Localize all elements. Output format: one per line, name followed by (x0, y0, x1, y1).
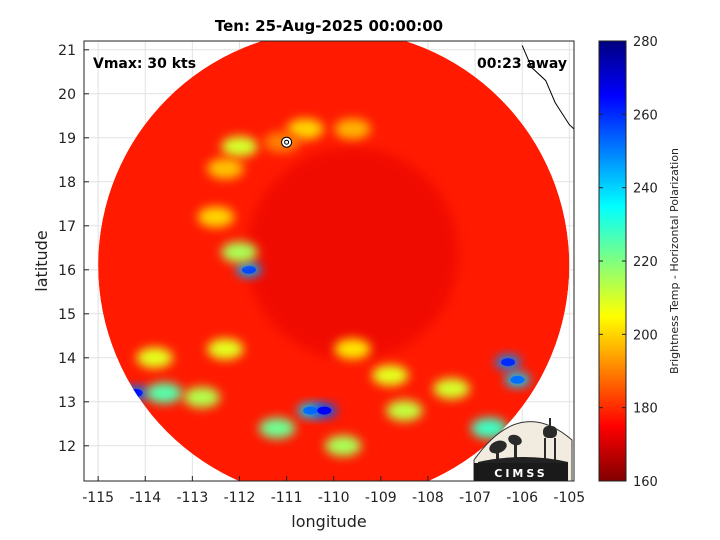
y-ticks: 12 13 14 15 16 17 18 19 20 21 (58, 43, 89, 455)
brightness-core (317, 406, 332, 415)
brightness-feature (145, 382, 183, 404)
x-tick-label: -107 (459, 490, 491, 506)
y-tick-label: 20 (58, 87, 76, 103)
y-axis-label: latitude (32, 230, 51, 291)
x-tick-label: -105 (553, 490, 585, 506)
brightness-feature (334, 338, 371, 360)
colorbar-tick-label: 280 (633, 35, 658, 50)
x-tick-label: -110 (318, 490, 350, 506)
brightness-feature (136, 347, 173, 369)
x-tick-label: -114 (129, 490, 161, 506)
x-tick-label: -109 (365, 490, 397, 506)
colorbar (598, 40, 627, 482)
x-tick-label: -115 (82, 490, 114, 506)
brightness-feature (221, 241, 258, 263)
plot-frame (83, 40, 575, 482)
y-tick-label: 13 (58, 395, 76, 411)
x-tick-label: -111 (271, 490, 303, 506)
brightness-feature (183, 387, 220, 408)
y-tick-label: 14 (58, 351, 76, 367)
colorbar-ticks: 160 180 200 220 240 260 280 (599, 35, 658, 490)
colorbar-tick-label: 220 (633, 255, 658, 270)
x-ticks: -115 -114 -113 -112 -111 -110 -109 -108 -107 -106… (82, 476, 585, 506)
x-tick-label: -106 (506, 490, 538, 506)
radar-dish-icon (489, 434, 522, 464)
x-tick-label: -112 (224, 490, 256, 506)
cimss-logo: CIMSS (473, 418, 573, 482)
y-tick-label: 17 (58, 219, 76, 235)
logo-text: CIMSS (494, 467, 547, 480)
chart-title: Ten: 25-Aug-2025 00:00:00 (215, 17, 443, 35)
brightness-feature (386, 400, 423, 421)
y-tick-label: 15 (58, 307, 76, 323)
water-tower-icon (543, 418, 557, 462)
brightness-feature (433, 378, 470, 399)
x-axis-label: longitude (291, 512, 366, 531)
y-tick-label: 18 (58, 175, 76, 191)
center-marker (281, 136, 293, 148)
time-away-annotation: 00:23 away (477, 56, 567, 72)
colorbar-label: Brightness Temp - Horizontal Polarizatio… (668, 148, 681, 374)
y-tick-label: 19 (58, 131, 76, 147)
brightness-feature (287, 118, 324, 140)
swath (98, 41, 570, 481)
brightness-core (241, 265, 256, 274)
colorbar-tick-label: 180 (633, 402, 658, 417)
brightness-core (501, 358, 516, 367)
colorbar-tick-label: 160 (633, 475, 658, 490)
brightness-feature (334, 118, 371, 140)
brightness-feature (372, 365, 409, 386)
coastline (521, 45, 574, 130)
swath-core (246, 147, 459, 360)
y-tick-label: 16 (58, 263, 76, 279)
y-tick-label: 12 (58, 439, 76, 455)
brightness-feature (221, 136, 258, 158)
brightness-core (510, 375, 525, 384)
y-tick-label: 21 (58, 43, 76, 59)
brightness-feature (207, 158, 244, 180)
brightness-feature (258, 417, 296, 439)
storm-center-dot (284, 139, 290, 145)
brightness-feature (197, 206, 235, 228)
colorbar-tick-label: 240 (633, 182, 658, 197)
colorbar-tick-label: 260 (633, 108, 658, 123)
colorbar-tick-label: 200 (633, 328, 658, 343)
brightness-feature (207, 338, 244, 360)
storm-center-marker (281, 136, 293, 148)
vmax-annotation: Vmax: 30 kts (93, 56, 196, 72)
x-tick-label: -113 (176, 490, 208, 506)
x-tick-label: -108 (412, 490, 444, 506)
brightness-feature (324, 435, 362, 457)
